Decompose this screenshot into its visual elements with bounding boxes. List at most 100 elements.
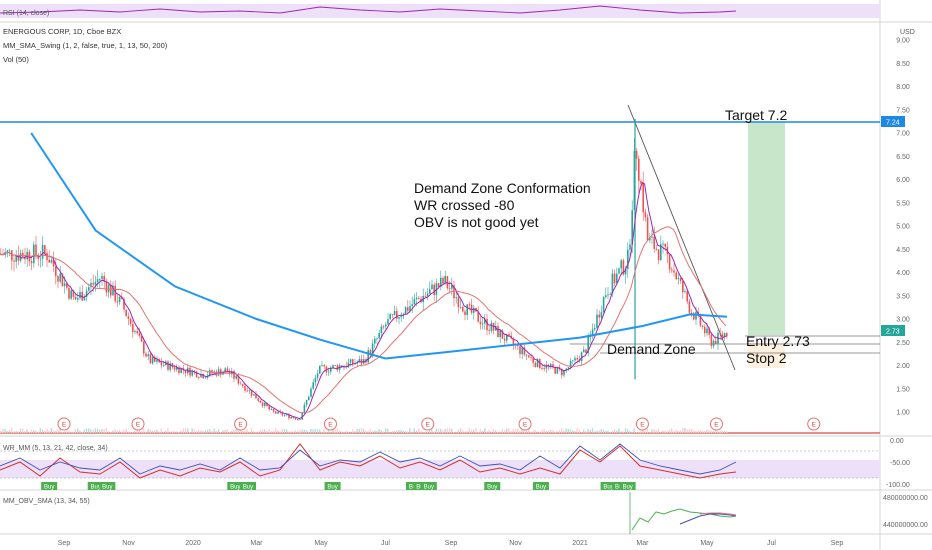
x-tick-label: Mar xyxy=(250,540,263,547)
candle-body xyxy=(651,236,653,238)
candle-body xyxy=(288,414,290,419)
candle-body xyxy=(17,255,20,261)
volume-bar xyxy=(462,429,464,433)
volume-bar xyxy=(347,431,349,433)
volume-bar xyxy=(88,428,90,433)
volume-bar xyxy=(352,429,354,433)
volume-bar xyxy=(620,431,622,433)
earnings-marker-label: E xyxy=(714,422,719,429)
candle-body xyxy=(565,368,567,370)
volume-bar xyxy=(657,428,660,433)
candle-body xyxy=(237,376,240,384)
candle-body xyxy=(556,367,559,374)
volume-bar xyxy=(226,428,228,433)
candle-body xyxy=(536,359,539,367)
rsi-line xyxy=(0,5,737,14)
volume-bar xyxy=(690,428,693,433)
candle-body xyxy=(481,323,484,325)
earnings-marker-label: E xyxy=(238,422,243,429)
volume-bar xyxy=(646,429,649,433)
volume-bar xyxy=(140,431,143,433)
volume-bar xyxy=(510,431,512,433)
volume-bar xyxy=(451,428,453,433)
volume-bar xyxy=(627,429,629,433)
volume-bar xyxy=(545,431,547,433)
candle-body xyxy=(539,359,541,368)
obv-axis-top: 480000000.00 xyxy=(883,495,928,502)
candle-body xyxy=(519,345,521,355)
volume-bar xyxy=(15,430,17,433)
buy-marker xyxy=(619,482,636,490)
volume-bar xyxy=(99,429,101,433)
candle-body xyxy=(330,367,332,372)
candle-body xyxy=(57,276,59,282)
candle-body xyxy=(92,282,94,285)
candle-body xyxy=(347,362,350,368)
earnings-marker xyxy=(635,417,649,431)
candle-body xyxy=(336,365,339,370)
volume-bar xyxy=(519,430,521,433)
buy-marker xyxy=(532,482,549,490)
volume-bar xyxy=(220,431,222,433)
volume-bar xyxy=(24,431,26,433)
candle-body xyxy=(653,236,655,249)
volume-bar xyxy=(138,428,140,433)
candle-body xyxy=(112,285,114,296)
volume-bar xyxy=(206,429,209,433)
candle-body xyxy=(292,416,295,418)
candle-body xyxy=(129,318,132,324)
volume-bar xyxy=(396,430,398,433)
buy-marker-label: Buy xyxy=(327,485,337,491)
volume-bar xyxy=(114,429,116,433)
volume-bar xyxy=(13,431,15,433)
y-tick-label: 7.00 xyxy=(896,131,910,138)
x-tick-label: Sep xyxy=(58,540,71,547)
candle-body xyxy=(334,365,336,366)
candle-body xyxy=(294,417,297,420)
volume-bar xyxy=(334,429,336,433)
candle-body xyxy=(200,373,202,378)
candle-body xyxy=(459,306,462,308)
candle-body xyxy=(686,291,688,302)
volume-bar xyxy=(112,430,114,433)
candle-body xyxy=(446,276,449,289)
volume-bar xyxy=(448,428,451,433)
volume-bar xyxy=(677,431,679,433)
candle-body xyxy=(140,335,143,342)
volume-bar xyxy=(79,430,81,433)
candle-body xyxy=(299,419,301,420)
candle-body xyxy=(396,310,398,319)
candle-body xyxy=(532,357,534,363)
volume-bar xyxy=(57,429,59,433)
volume-bar xyxy=(121,431,123,433)
buy-marker-label: Buy xyxy=(44,485,54,491)
candle-body xyxy=(457,297,460,308)
volume-bar xyxy=(149,429,151,433)
y-tick-label: 4.00 xyxy=(896,270,910,277)
candle-body xyxy=(655,248,658,250)
candle-body xyxy=(393,310,396,315)
volume-bar xyxy=(59,428,61,433)
volume-bar xyxy=(512,429,514,433)
volume-bar xyxy=(673,431,675,433)
candle-body xyxy=(677,278,680,280)
x-tick-label: 2021 xyxy=(572,540,588,547)
candle-body xyxy=(378,332,380,339)
earnings-marker-label: E xyxy=(328,422,333,429)
candle-body xyxy=(327,371,330,373)
volume-bar xyxy=(288,431,290,433)
candle-body xyxy=(178,367,180,374)
volume-bar xyxy=(635,431,638,433)
volume-bar xyxy=(539,431,541,433)
volume-bar xyxy=(343,431,345,433)
volume-bar xyxy=(508,428,510,433)
candle-body xyxy=(374,338,376,344)
candle-body xyxy=(24,256,26,260)
volume-bar xyxy=(239,430,242,433)
volume-bar xyxy=(90,429,92,433)
volume-bar xyxy=(503,429,506,433)
candle-body xyxy=(547,364,550,367)
candle-body xyxy=(268,406,270,410)
candle-body xyxy=(319,365,321,374)
candle-body xyxy=(90,282,92,288)
